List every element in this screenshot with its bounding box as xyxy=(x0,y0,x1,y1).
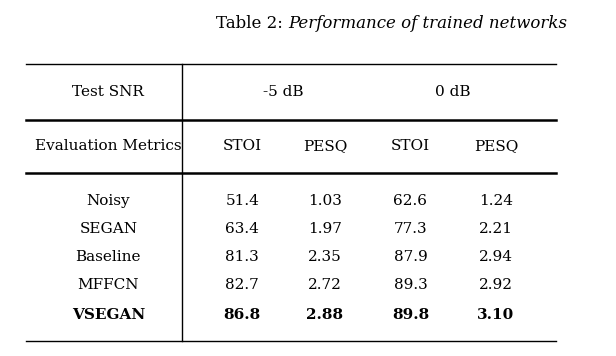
Text: -5 dB: -5 dB xyxy=(263,85,304,99)
Text: 51.4: 51.4 xyxy=(225,194,259,208)
Text: 3.10: 3.10 xyxy=(477,308,514,322)
Text: Evaluation Metrics: Evaluation Metrics xyxy=(35,140,182,153)
Text: 89.8: 89.8 xyxy=(392,308,429,322)
Text: Noisy: Noisy xyxy=(86,194,130,208)
Text: 1.03: 1.03 xyxy=(308,194,342,208)
Text: SEGAN: SEGAN xyxy=(79,222,137,236)
Text: 81.3: 81.3 xyxy=(225,250,259,264)
Text: 86.8: 86.8 xyxy=(224,308,261,322)
Text: Baseline: Baseline xyxy=(76,250,141,264)
Text: Table 2:: Table 2: xyxy=(216,15,288,32)
Text: PESQ: PESQ xyxy=(302,140,347,153)
Text: PESQ: PESQ xyxy=(474,140,518,153)
Text: 0 dB: 0 dB xyxy=(436,85,471,99)
Text: Performance of trained networks: Performance of trained networks xyxy=(288,15,567,32)
Text: 77.3: 77.3 xyxy=(394,222,428,236)
Text: 62.6: 62.6 xyxy=(394,194,428,208)
Text: 1.24: 1.24 xyxy=(479,194,513,208)
Text: 87.9: 87.9 xyxy=(394,250,428,264)
Text: Test SNR: Test SNR xyxy=(72,85,144,99)
Text: 2.92: 2.92 xyxy=(479,278,513,292)
Text: MFFCN: MFFCN xyxy=(78,278,139,292)
Text: 82.7: 82.7 xyxy=(225,278,259,292)
Text: 2.21: 2.21 xyxy=(479,222,513,236)
Text: 2.88: 2.88 xyxy=(306,308,344,322)
Text: STOI: STOI xyxy=(222,140,262,153)
Text: 2.94: 2.94 xyxy=(479,250,513,264)
Text: STOI: STOI xyxy=(391,140,430,153)
Text: 63.4: 63.4 xyxy=(225,222,259,236)
Text: 2.35: 2.35 xyxy=(308,250,342,264)
Text: 2.72: 2.72 xyxy=(308,278,342,292)
Text: 89.3: 89.3 xyxy=(394,278,428,292)
Text: VSEGAN: VSEGAN xyxy=(71,308,145,322)
Text: 1.97: 1.97 xyxy=(308,222,342,236)
